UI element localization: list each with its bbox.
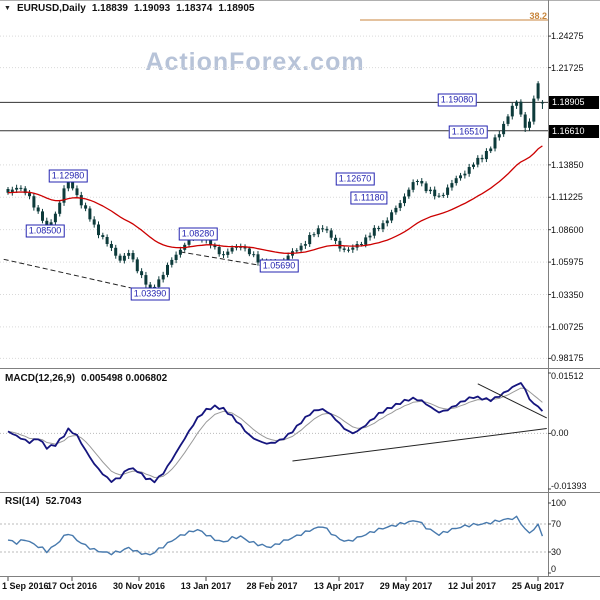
rsi-header-values: 52.7043 <box>45 496 82 507</box>
macd-signal-line <box>7 387 543 478</box>
macd-line <box>7 382 544 484</box>
ohlc-high: 1.19093 <box>134 3 171 14</box>
rsi-header-label: RSI(14) <box>5 496 40 507</box>
pane-separators <box>0 0 600 577</box>
watermark: ActionForex.com <box>145 48 365 76</box>
chart-symbol-icon[interactable]: ▼ <box>4 4 11 12</box>
rsi-levels <box>0 523 548 553</box>
macd-header-values: 0.005498 0.006802 <box>81 373 168 384</box>
ohlc-open: 1.18839 <box>91 3 128 14</box>
macd-trendlines[interactable] <box>292 383 547 462</box>
macd-header: MACD(12,26,9) 0.005498 0.006802 <box>5 373 167 384</box>
fib-38.2-label: 38.2 <box>529 11 547 21</box>
chart-title-bar: ▼ EURUSD,Daily 1.18839 1.19093 1.18374 1… <box>4 3 254 14</box>
ohlc-close: 1.18905 <box>218 3 255 14</box>
rsi-header: RSI(14) 52.7043 <box>5 496 82 507</box>
horizontal-lines[interactable] <box>0 101 548 132</box>
rsi-line <box>7 515 544 556</box>
macd-header-label: MACD(12,26,9) <box>5 373 76 384</box>
symbol-timeframe: EURUSD,Daily <box>16 3 86 14</box>
axis-ticks <box>7 35 551 581</box>
ma-line[interactable] <box>7 145 543 254</box>
ohlc-low: 1.18374 <box>176 3 213 14</box>
